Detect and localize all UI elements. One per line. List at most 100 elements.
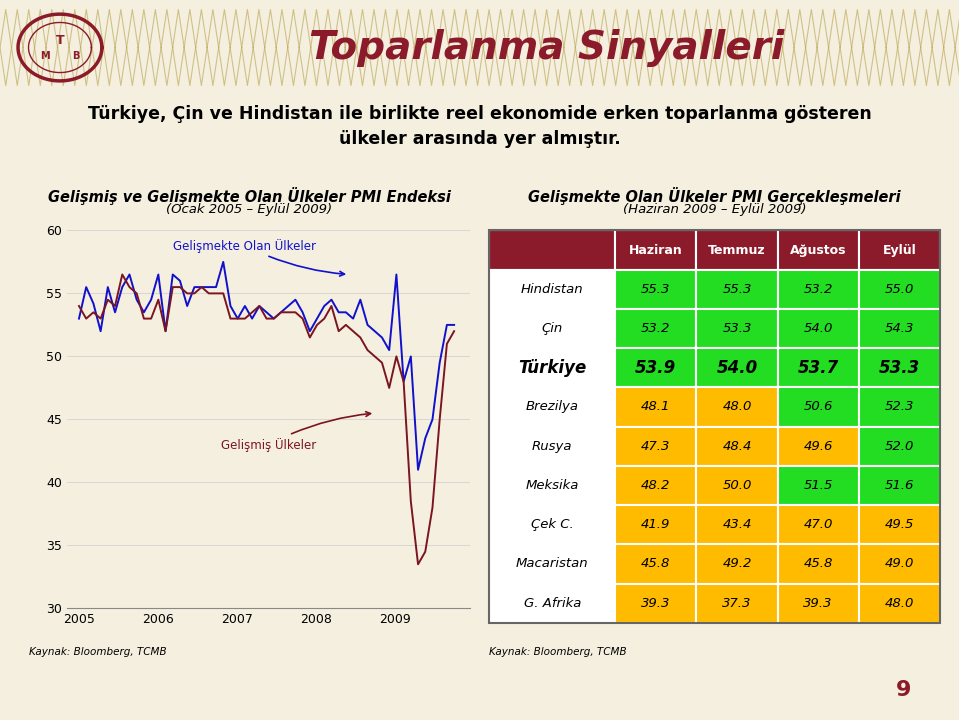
Text: 47.0: 47.0 <box>804 518 832 531</box>
Text: 49.5: 49.5 <box>884 518 914 531</box>
Text: 43.4: 43.4 <box>722 518 752 531</box>
Bar <box>489 505 616 544</box>
Text: 55.3: 55.3 <box>722 283 752 296</box>
Text: 50.6: 50.6 <box>804 400 832 413</box>
Text: Türkiye: Türkiye <box>518 359 586 377</box>
Text: Kaynak: Bloomberg, TCMB: Kaynak: Bloomberg, TCMB <box>489 647 627 657</box>
Bar <box>696 348 778 387</box>
Text: 49.6: 49.6 <box>804 440 832 453</box>
Bar <box>696 426 778 466</box>
Text: 39.3: 39.3 <box>804 597 832 610</box>
Text: 48.1: 48.1 <box>642 400 670 413</box>
Bar <box>489 230 616 269</box>
Text: 39.3: 39.3 <box>642 597 670 610</box>
Text: Gelişmiş Ülkeler: Gelişmiş Ülkeler <box>221 412 370 451</box>
Text: 52.3: 52.3 <box>884 400 914 413</box>
Bar <box>696 466 778 505</box>
Text: Hindistan: Hindistan <box>521 283 583 296</box>
Bar <box>696 544 778 583</box>
Text: 48.0: 48.0 <box>884 597 914 610</box>
Bar <box>616 387 696 426</box>
Text: Temmuz: Temmuz <box>708 243 766 256</box>
Bar <box>489 426 616 466</box>
Text: 48.4: 48.4 <box>722 440 752 453</box>
Text: 41.9: 41.9 <box>642 518 670 531</box>
Text: 55.0: 55.0 <box>884 283 914 296</box>
Bar <box>489 348 616 387</box>
Bar <box>858 230 940 269</box>
Text: Gelişmiş ve Gelişmekte Olan Ülkeler PMI Endeksi: Gelişmiş ve Gelişmekte Olan Ülkeler PMI … <box>48 187 451 205</box>
Text: Türkiye, Çin ve Hindistan ile birlikte reel ekonomide erken toparlanma gösteren
: Türkiye, Çin ve Hindistan ile birlikte r… <box>87 105 872 148</box>
Text: 54.0: 54.0 <box>716 359 758 377</box>
Bar <box>858 505 940 544</box>
Text: 53.9: 53.9 <box>635 359 676 377</box>
Bar <box>778 583 858 623</box>
Text: 48.2: 48.2 <box>642 479 670 492</box>
Bar <box>858 387 940 426</box>
Text: Haziran: Haziran <box>629 243 683 256</box>
Bar <box>616 269 696 309</box>
Bar <box>696 583 778 623</box>
Text: Gelişmekte Olan Ülkeler: Gelişmekte Olan Ülkeler <box>174 238 344 276</box>
Text: Macaristan: Macaristan <box>516 557 589 570</box>
Bar <box>696 387 778 426</box>
Text: B: B <box>72 51 79 61</box>
Bar <box>858 309 940 348</box>
Text: Ağustos: Ağustos <box>790 243 847 256</box>
Bar <box>616 348 696 387</box>
Text: 49.2: 49.2 <box>722 557 752 570</box>
Bar <box>778 544 858 583</box>
Bar <box>616 505 696 544</box>
Text: 53.2: 53.2 <box>804 283 832 296</box>
Bar <box>778 309 858 348</box>
Text: 54.0: 54.0 <box>804 322 832 335</box>
Text: (Ocak 2005 – Eylül 2009): (Ocak 2005 – Eylül 2009) <box>166 203 333 216</box>
Text: 47.3: 47.3 <box>642 440 670 453</box>
Text: 45.8: 45.8 <box>642 557 670 570</box>
Text: Eylül: Eylül <box>882 243 916 256</box>
Text: Gelişmekte Olan Ülkeler PMI Gerçekleşmeleri: Gelişmekte Olan Ülkeler PMI Gerçekleşmel… <box>528 187 901 205</box>
Text: G. Afrika: G. Afrika <box>524 597 581 610</box>
Text: 52.0: 52.0 <box>884 440 914 453</box>
Text: 37.3: 37.3 <box>722 597 752 610</box>
Bar <box>489 544 616 583</box>
Text: Çin: Çin <box>542 322 563 335</box>
Text: 53.7: 53.7 <box>798 359 839 377</box>
Text: Rusya: Rusya <box>532 440 573 453</box>
Bar <box>489 583 616 623</box>
Bar <box>616 583 696 623</box>
Text: 49.0: 49.0 <box>884 557 914 570</box>
Text: 48.0: 48.0 <box>722 400 752 413</box>
Text: Brezilya: Brezilya <box>526 400 578 413</box>
Bar <box>858 583 940 623</box>
Bar <box>616 230 696 269</box>
Text: Kaynak: Bloomberg, TCMB: Kaynak: Bloomberg, TCMB <box>29 647 167 657</box>
Text: 53.2: 53.2 <box>642 322 670 335</box>
Bar <box>616 466 696 505</box>
Bar <box>778 426 858 466</box>
Text: 53.3: 53.3 <box>878 359 920 377</box>
Text: T: T <box>56 34 64 47</box>
Bar <box>858 348 940 387</box>
Text: Toparlanma Sinyalleri: Toparlanma Sinyalleri <box>309 29 784 66</box>
Bar <box>858 269 940 309</box>
Bar <box>778 230 858 269</box>
Bar <box>489 466 616 505</box>
Bar <box>616 426 696 466</box>
Text: 53.3: 53.3 <box>722 322 752 335</box>
Bar <box>778 269 858 309</box>
Bar <box>778 466 858 505</box>
Text: Meksika: Meksika <box>526 479 579 492</box>
Bar <box>696 505 778 544</box>
Bar <box>489 309 616 348</box>
Bar <box>858 466 940 505</box>
Bar <box>616 544 696 583</box>
Text: 50.0: 50.0 <box>722 479 752 492</box>
Bar <box>696 269 778 309</box>
Text: M: M <box>39 51 49 61</box>
Text: 45.8: 45.8 <box>804 557 832 570</box>
Bar <box>616 309 696 348</box>
Text: 9: 9 <box>896 680 912 701</box>
Bar <box>489 387 616 426</box>
Bar <box>696 309 778 348</box>
